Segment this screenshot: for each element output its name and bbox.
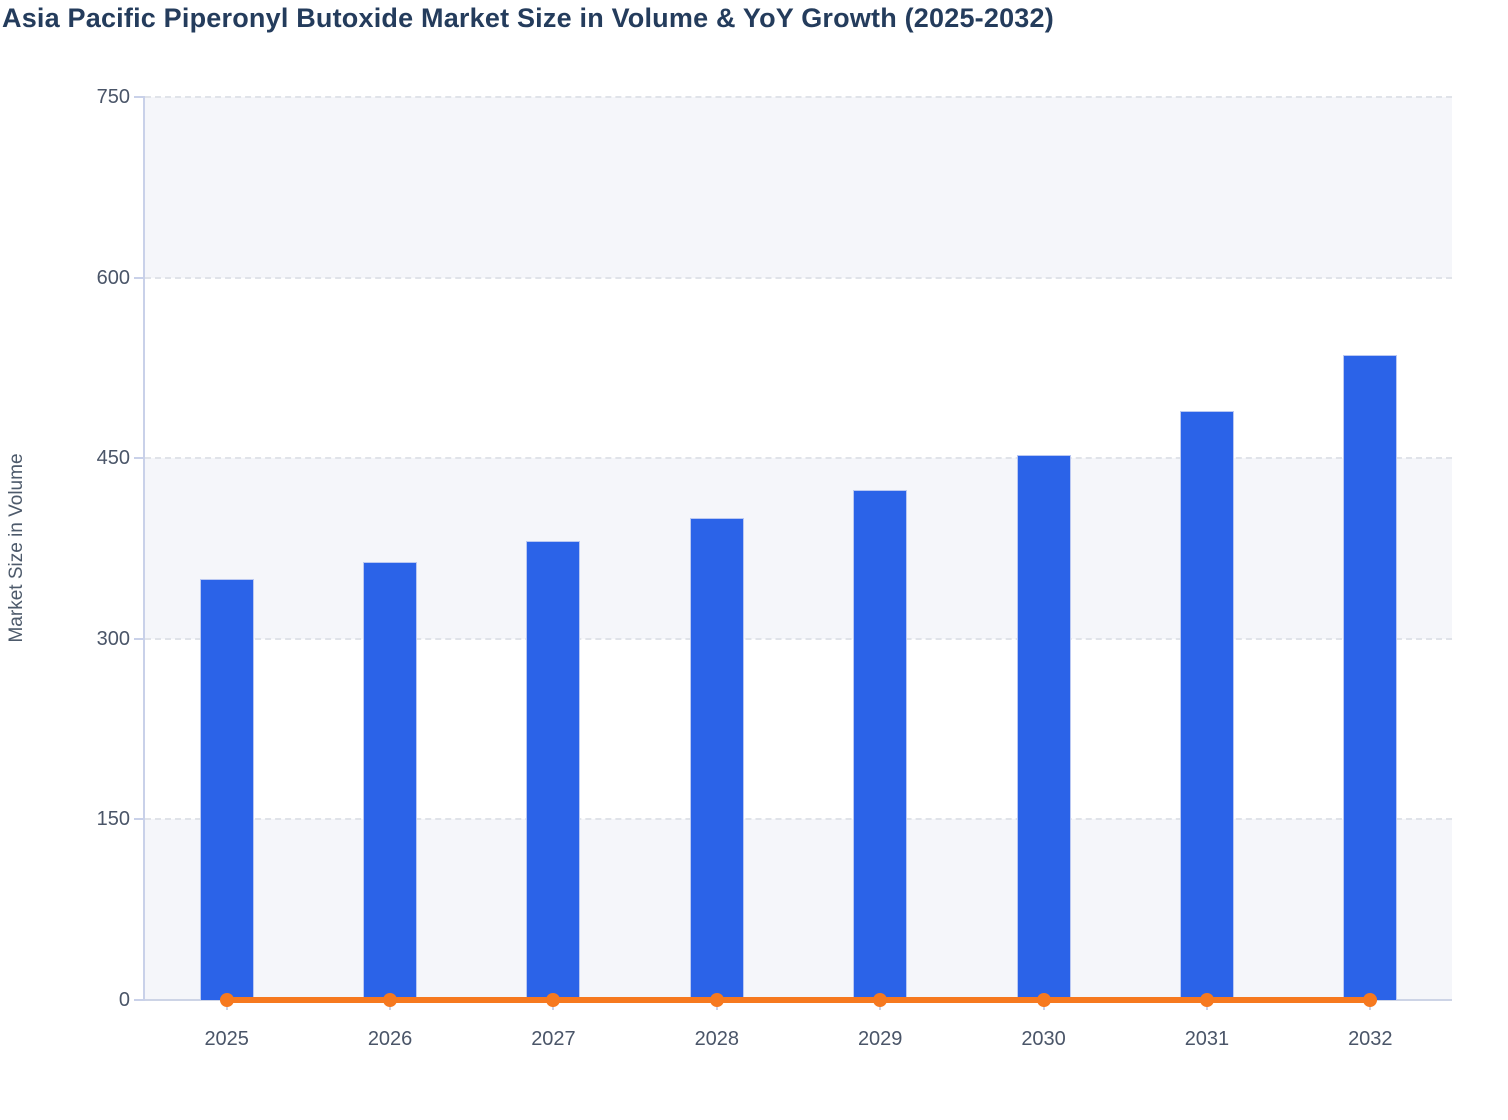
y-tick-label-600: 600	[96, 266, 130, 289]
y-tick-label-0: 0	[118, 989, 130, 1011]
plot-band	[145, 97, 1452, 278]
y-tick-mark-750	[134, 96, 145, 98]
yoy-marker-2031[interactable]	[1199, 993, 1214, 1007]
y-axis-title: Market Size in Volume	[6, 453, 27, 643]
x-tick-label-2030: 2030	[1021, 1028, 1066, 1050]
gridline-450	[145, 457, 1452, 460]
plot-band	[145, 819, 1452, 1000]
x-tick-label-2026: 2026	[367, 1028, 413, 1050]
yoy-marker-2025[interactable]	[219, 993, 234, 1007]
x-tick-label-2027: 2027	[531, 1028, 576, 1050]
gridline-750	[145, 96, 1452, 98]
bar-2032[interactable]	[1343, 354, 1398, 1000]
yoy-marker-2027[interactable]	[546, 993, 561, 1007]
chart-title: Asia Pacific Piperonyl Butoxide Market S…	[2, 3, 1054, 33]
bar-2030[interactable]	[1016, 454, 1071, 1000]
plot-band	[145, 458, 1452, 639]
plot-band	[145, 277, 1452, 459]
x-tick-label-2028: 2028	[694, 1028, 740, 1050]
x-tick-label-2029: 2029	[857, 1028, 903, 1050]
yoy-marker-2029[interactable]	[873, 993, 888, 1007]
yoy-marker-2026[interactable]	[383, 993, 398, 1007]
bar-2029[interactable]	[853, 489, 908, 1000]
x-tick-label-2031: 2031	[1184, 1028, 1230, 1050]
yoy-growth-line	[219, 997, 1378, 1003]
y-tick-mark-300	[134, 637, 145, 640]
x-tick-label-2032: 2032	[1348, 1028, 1393, 1050]
yoy-marker-2032[interactable]	[1363, 993, 1378, 1007]
y-tick-mark-600	[134, 276, 145, 279]
bar-2028[interactable]	[689, 518, 744, 1000]
y-tick-mark-150	[134, 818, 145, 821]
plot-band	[145, 638, 1452, 820]
bar-2025[interactable]	[199, 578, 254, 1000]
x-tick-label-2025: 2025	[204, 1028, 249, 1050]
y-tick-label-150: 150	[96, 808, 130, 831]
gridline-600	[145, 276, 1452, 279]
y-tick-mark-450	[134, 457, 145, 460]
y-tick-label-750: 750	[96, 86, 130, 108]
y-tick-mark-0	[134, 999, 145, 1001]
yoy-marker-2030[interactable]	[1036, 993, 1051, 1007]
bar-2027[interactable]	[526, 541, 581, 1000]
y-axis-line	[143, 97, 145, 1000]
yoy-marker-2028[interactable]	[709, 993, 724, 1007]
y-tick-label-300: 300	[96, 627, 130, 650]
gridline-150	[145, 818, 1452, 821]
gridline-300	[145, 637, 1452, 640]
bar-2031[interactable]	[1179, 411, 1234, 1000]
y-tick-label-450: 450	[96, 447, 130, 470]
bar-2026[interactable]	[363, 561, 418, 1000]
plot-area	[143, 96, 1452, 1007]
